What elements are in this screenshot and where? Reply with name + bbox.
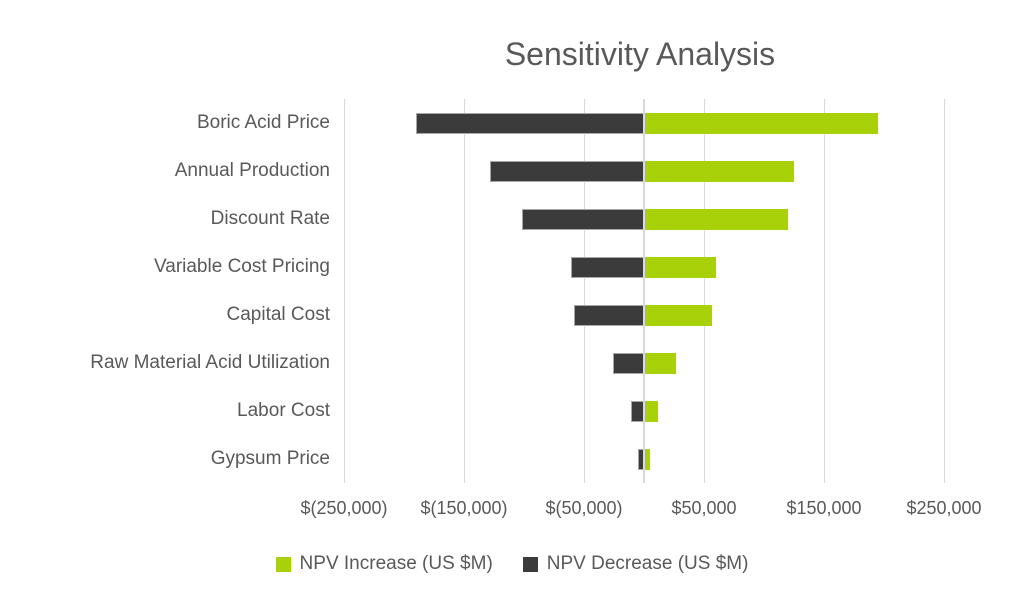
bar-npv-decrease	[570, 256, 644, 278]
bar-npv-increase	[644, 400, 659, 422]
category-label: Gypsum Price	[210, 448, 330, 469]
x-axis-tick-label: $150,000	[786, 498, 862, 518]
x-axis-tick-label: $50,000	[671, 498, 737, 518]
x-axis-tick-label: $(250,000)	[300, 498, 388, 518]
bar-npv-decrease	[521, 208, 644, 230]
gridline	[824, 99, 825, 483]
legend-label: NPV Decrease (US $M)	[546, 553, 749, 574]
category-label: Variable Cost Pricing	[153, 256, 330, 277]
bar-npv-increase	[644, 448, 650, 470]
legend-item-increase: NPV Increase (US $M)	[275, 553, 493, 575]
category-label: Capital Cost	[226, 304, 331, 325]
category-label: Labor Cost	[237, 400, 330, 421]
plot-area	[344, 99, 945, 483]
x-axis-tick-label: $(150,000)	[420, 498, 508, 518]
chart-title: Sensitivity Analysis	[504, 36, 776, 72]
bar-npv-decrease	[612, 352, 644, 374]
legend-swatch-decrease	[522, 556, 538, 572]
gridline	[944, 99, 945, 483]
bar-npv-decrease	[574, 304, 644, 326]
category-label: Discount Rate	[210, 208, 330, 229]
bar-npv-increase	[644, 304, 713, 326]
legend-swatch-increase	[275, 556, 291, 572]
bar-npv-increase	[644, 112, 878, 134]
x-axis-tick-label: $250,000	[906, 498, 982, 518]
legend-item-decrease: NPV Decrease (US $M)	[522, 553, 749, 575]
legend-label: NPV Increase (US $M)	[299, 553, 493, 574]
bar-npv-decrease	[490, 160, 644, 182]
gridline	[704, 99, 705, 483]
category-label: Raw Material Acid Utilization	[90, 352, 330, 373]
x-axis-tick-label: $(50,000)	[545, 498, 623, 518]
bar-npv-increase	[644, 208, 788, 230]
legend: NPV Increase (US $M) NPV Decrease (US $M)	[0, 551, 1024, 577]
zero-axis-line	[643, 99, 645, 483]
bar-npv-increase	[644, 352, 677, 374]
bar-npv-increase	[644, 256, 716, 278]
category-label: Annual Production	[174, 160, 330, 181]
bar-npv-decrease	[630, 400, 644, 422]
gridline	[344, 99, 345, 483]
gridline	[464, 99, 465, 483]
bar-npv-decrease	[416, 112, 644, 134]
bar-npv-increase	[644, 160, 794, 182]
gridline	[584, 99, 585, 483]
category-label: Boric Acid Price	[196, 112, 330, 133]
